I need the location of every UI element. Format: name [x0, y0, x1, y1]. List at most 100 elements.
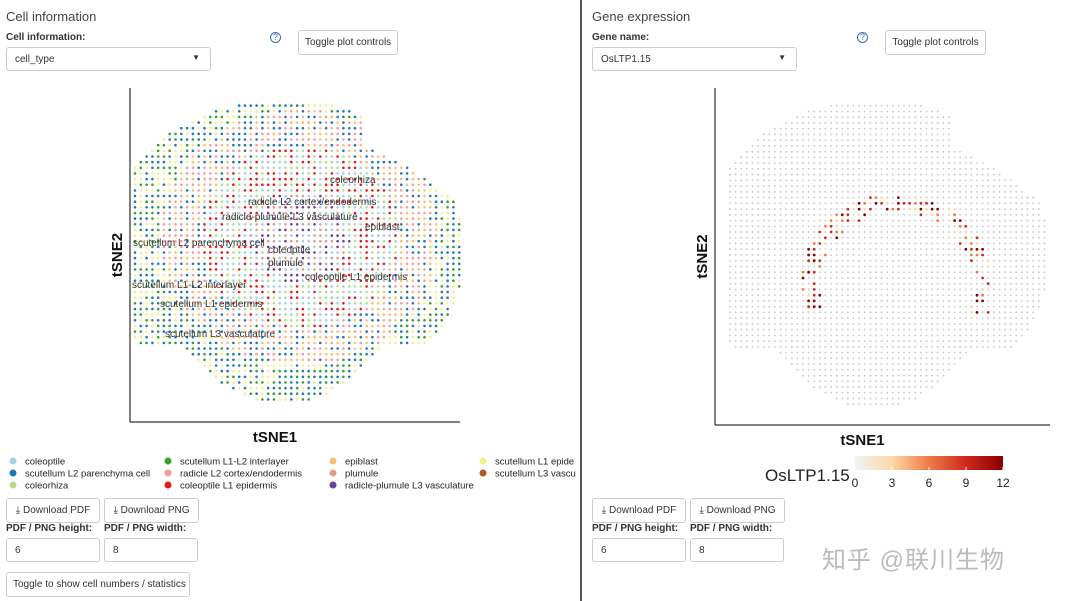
cell-dot [330, 160, 334, 164]
cell-dot [411, 296, 415, 300]
expression-dot [824, 156, 827, 159]
cell-dot [156, 319, 160, 322]
expression-dot [852, 208, 855, 211]
expression-dot [852, 271, 855, 274]
cell-dot [232, 302, 235, 305]
select[interactable]: cell_type ▼ [6, 47, 211, 71]
expression-dot [919, 219, 922, 222]
cell-dot [336, 285, 339, 288]
cell-dot [400, 183, 403, 186]
cell-dot [313, 200, 316, 203]
cell-dot [353, 223, 357, 226]
expression-dot [846, 133, 849, 136]
width-input[interactable]: 8 [104, 538, 198, 562]
download-pdf[interactable]: ⤓ Download PDF [592, 498, 686, 523]
expression-dot [869, 288, 872, 291]
cell-dot [376, 194, 380, 198]
cell-dot [249, 211, 253, 215]
expression-dot [818, 242, 822, 245]
cell-dot [359, 217, 363, 220]
expression-dot [942, 219, 945, 222]
cell-dot [272, 290, 276, 294]
expression-dot [914, 259, 917, 262]
cell-dot [243, 189, 247, 192]
colorbar-tick-label: 0 [852, 476, 859, 490]
cell-dot [301, 160, 305, 164]
stats-button[interactable]: Toggle to show cell numbers / statistics [6, 572, 190, 597]
cell-dot [139, 324, 143, 328]
expression-dot [919, 271, 922, 274]
expression-dot [858, 156, 861, 159]
expression-dot [1020, 259, 1023, 262]
cell-dot [452, 256, 455, 260]
select[interactable]: OsLTP1.15 ▼ [592, 47, 797, 71]
download-png[interactable]: ⤓ Download PNG [104, 498, 199, 523]
expression-dot [925, 139, 928, 142]
expression-dot [936, 259, 939, 262]
expression-dot [863, 345, 866, 348]
download-pdf[interactable]: ⤓ Download PDF [6, 498, 100, 523]
expression-dot [964, 288, 967, 291]
expression-dot [762, 334, 765, 337]
expression-dot [875, 288, 877, 291]
cell-dot [191, 172, 195, 175]
cell-dot [313, 369, 316, 373]
expression-dot [925, 334, 928, 337]
expression-dot [751, 156, 754, 159]
cell-dot [232, 132, 235, 136]
expression-dot [757, 299, 760, 302]
height-input[interactable]: 6 [592, 538, 686, 562]
cell-dot [365, 313, 368, 316]
cell-dot [307, 392, 311, 396]
expression-dot [953, 167, 956, 170]
cell-dot [255, 319, 258, 322]
cell-dot [145, 251, 148, 254]
legend-label: radicle-plumule L3 vasculature [345, 481, 474, 492]
expression-dot [908, 156, 911, 159]
toggle-button[interactable]: Toggle plot controls [885, 30, 986, 55]
cell-dot [429, 279, 432, 283]
cell-dot [284, 194, 287, 198]
expression-dot [757, 328, 760, 331]
expression-dot [936, 282, 939, 285]
cell-dot [266, 319, 270, 322]
toggle-button[interactable]: Toggle plot controls [298, 30, 398, 55]
expression-dot [976, 219, 978, 222]
expression-dot [1026, 259, 1029, 262]
cell-dot [162, 138, 166, 141]
panel-title: Cell information [6, 9, 97, 24]
cell-dot [185, 138, 189, 141]
expression-dot [773, 185, 776, 188]
expression-dot [785, 133, 788, 136]
expression-dot [1020, 231, 1023, 233]
cell-dot [249, 251, 253, 254]
expression-dot [785, 236, 788, 239]
cell-dot [185, 194, 189, 198]
expression-dot [858, 334, 861, 337]
height-input[interactable]: 6 [6, 538, 100, 562]
help-icon[interactable]: ? [270, 32, 281, 43]
cell-dot [365, 279, 368, 283]
cell-dot [237, 347, 241, 350]
expression-dot [914, 380, 917, 383]
cell-dot [220, 302, 224, 305]
expression-dot [773, 340, 776, 343]
cell-dot [382, 177, 386, 181]
expression-dot [785, 328, 788, 331]
download-png[interactable]: ⤓ Download PNG [690, 498, 785, 523]
expression-dot [830, 368, 833, 371]
expression-dot [1032, 236, 1035, 239]
cell-dot [145, 262, 148, 266]
cell-dot [237, 307, 241, 311]
help-icon[interactable]: ? [857, 32, 868, 43]
expression-dot [858, 127, 861, 130]
expression-dot [947, 345, 950, 348]
expression-dot [891, 242, 894, 245]
width-input[interactable]: 8 [690, 538, 784, 562]
cell-dot [371, 335, 374, 339]
expression-dot [897, 334, 900, 337]
cell-dot [342, 166, 345, 170]
cell-dot [405, 211, 409, 215]
expression-dot [846, 403, 849, 406]
cell-dot [255, 211, 258, 215]
